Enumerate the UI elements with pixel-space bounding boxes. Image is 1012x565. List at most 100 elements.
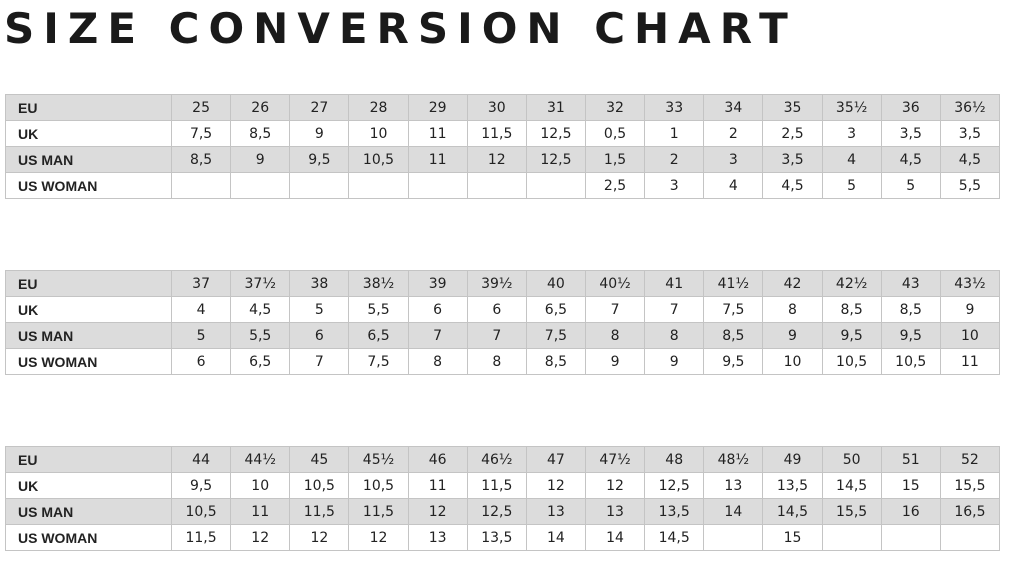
size-table: EU 25 26 27 28 29 30 31 32 33 34 35 35½ 36 36½ UK 7,5 8,5… (5, 94, 1001, 199)
size-cell (703, 524, 764, 551)
size-cell: 46½ (466, 446, 527, 473)
size-cell: 44 (170, 446, 232, 473)
size-cell: 7 (584, 296, 646, 323)
size-table: EU 44 44½ 45 45½ 46 46½ 47 47½ 48 48½ 49 50 51 52 UK 9,5… (5, 446, 1001, 551)
size-cell: 5 (289, 296, 350, 323)
size-cell: 6 (289, 322, 350, 349)
size-cell: 7,5 (348, 348, 409, 375)
size-cell: 7,5 (703, 296, 764, 323)
table-row: US WOMAN 2,5 3 4 4,5 5 5 5,5 (5, 172, 1001, 199)
size-cell: 7,5 (525, 322, 586, 349)
size-cell: 28 (348, 94, 409, 121)
size-cell: 12 (348, 524, 409, 551)
size-cell: 6 (466, 296, 527, 323)
row-label: UK (5, 296, 172, 323)
row-label: EU (5, 94, 172, 121)
size-cell: 5 (170, 322, 232, 349)
row-label: US WOMAN (5, 172, 172, 199)
table-row: EU 25 26 27 28 29 30 31 32 33 34 35 35½ 36 36½ (5, 94, 1001, 121)
table-row: US MAN 10,5 11 11,5 11,5 12 12,5 13 13 13,5 14 14,5… (5, 498, 1001, 525)
size-cell: 9 (289, 120, 350, 147)
size-cell: 8,5 (525, 348, 586, 375)
size-cell: 8 (407, 348, 468, 375)
size-cell: 3,5 (939, 120, 1001, 147)
size-cell: 6 (407, 296, 468, 323)
size-cell: 13 (525, 498, 586, 525)
size-cell: 4 (821, 146, 882, 173)
size-cell: 14 (525, 524, 586, 551)
size-cell: 8 (644, 322, 705, 349)
size-cell: 39 (407, 270, 468, 297)
size-cell: 4,5 (880, 146, 941, 173)
size-cell: 10 (348, 120, 409, 147)
row-label: EU (5, 270, 172, 297)
size-cell: 10 (762, 348, 823, 375)
size-cell: 14,5 (644, 524, 705, 551)
size-cell: 16,5 (939, 498, 1001, 525)
size-cell: 44½ (230, 446, 291, 473)
size-cell: 6,5 (348, 322, 409, 349)
size-cell: 43½ (939, 270, 1001, 297)
size-cell: 8,5 (703, 322, 764, 349)
size-cell: 3 (703, 146, 764, 173)
size-cell: 40 (525, 270, 586, 297)
row-label: US MAN (5, 498, 172, 525)
size-cell: 4,5 (762, 172, 823, 199)
size-cell: 45 (289, 446, 350, 473)
size-cell: 2 (644, 146, 705, 173)
size-cell: 3 (644, 172, 705, 199)
size-cell: 2 (703, 120, 764, 147)
size-cell: 9,5 (821, 322, 882, 349)
size-cell: 8 (762, 296, 823, 323)
size-cell: 2,5 (762, 120, 823, 147)
row-label: US WOMAN (5, 524, 172, 551)
size-cell: 8,5 (230, 120, 291, 147)
size-cell: 29 (407, 94, 468, 121)
size-cell (466, 172, 527, 199)
size-cell: 11 (407, 146, 468, 173)
size-cell: 38½ (348, 270, 409, 297)
size-cell (407, 172, 468, 199)
size-cell: 15 (762, 524, 823, 551)
size-cell (525, 172, 586, 199)
size-cell: 10,5 (289, 472, 350, 499)
size-cell: 6 (170, 348, 232, 375)
size-cell: 8,5 (821, 296, 882, 323)
size-cell: 4 (170, 296, 232, 323)
size-cell: 12 (230, 524, 291, 551)
row-label: US MAN (5, 322, 172, 349)
size-cell: 45½ (348, 446, 409, 473)
size-cell: 49 (762, 446, 823, 473)
size-cell: 8 (584, 322, 646, 349)
size-cell: 10,5 (880, 348, 941, 375)
row-label: UK (5, 472, 172, 499)
size-cell: 4,5 (230, 296, 291, 323)
size-cell: 43 (880, 270, 941, 297)
size-cell: 7,5 (170, 120, 232, 147)
size-cell: 7 (466, 322, 527, 349)
size-cell (348, 172, 409, 199)
size-cell: 48 (644, 446, 705, 473)
size-cell: 12 (584, 472, 646, 499)
row-label: UK (5, 120, 172, 147)
size-cell: 11 (939, 348, 1001, 375)
row-label: EU (5, 446, 172, 473)
size-cell: 26 (230, 94, 291, 121)
size-cell (939, 524, 1001, 551)
size-cell: 31 (525, 94, 586, 121)
size-cell: 1 (644, 120, 705, 147)
size-cell: 51 (880, 446, 941, 473)
size-cell: 38 (289, 270, 350, 297)
size-cell: 7 (289, 348, 350, 375)
size-cell: 7 (407, 322, 468, 349)
size-cell: 1,5 (584, 146, 646, 173)
size-cell: 10,5 (348, 146, 409, 173)
size-cell: 3,5 (880, 120, 941, 147)
size-cell: 30 (466, 94, 527, 121)
size-cell: 11,5 (466, 120, 527, 147)
size-cell: 11,5 (348, 498, 409, 525)
size-cell: 14,5 (821, 472, 882, 499)
size-cell: 37 (170, 270, 232, 297)
size-cell: 12,5 (466, 498, 527, 525)
size-cell: 41½ (703, 270, 764, 297)
